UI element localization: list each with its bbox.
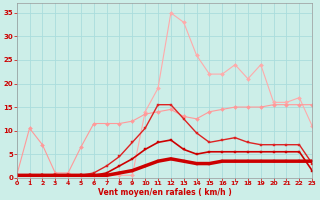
X-axis label: Vent moyen/en rafales ( km/h ): Vent moyen/en rafales ( km/h ) bbox=[98, 188, 231, 197]
